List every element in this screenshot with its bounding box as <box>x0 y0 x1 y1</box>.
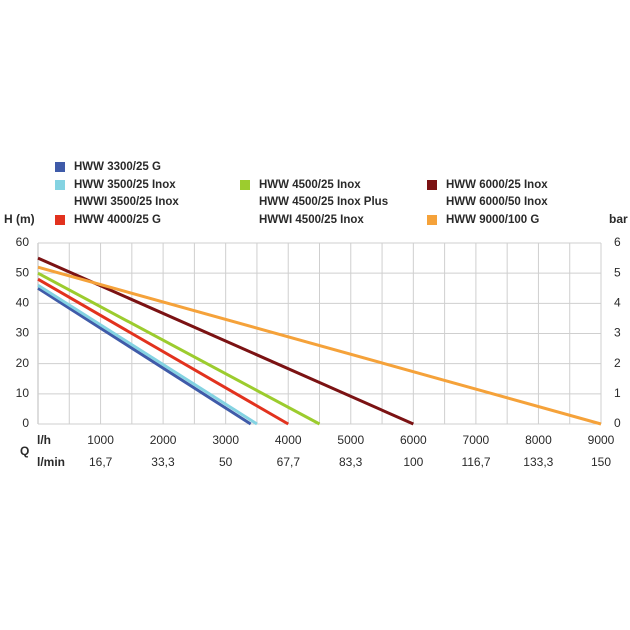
legend-marker <box>427 180 437 190</box>
x2-axis-label: l/min <box>37 455 65 469</box>
x2-tick-label: 67,7 <box>277 455 301 469</box>
legend-label: HWW 4500/25 Inox Plus <box>259 196 388 208</box>
y-axis-label: H (m) <box>4 212 35 226</box>
x-tick-label: 7000 <box>463 433 490 447</box>
legend-marker <box>427 215 437 225</box>
y-tick-label: 40 <box>16 296 30 310</box>
x2-tick-label: 116,7 <box>461 455 490 469</box>
x2-tick-label: 83,3 <box>339 455 363 469</box>
x2-tick-label: 150 <box>591 455 611 469</box>
x-tick-label: 2000 <box>150 433 177 447</box>
x2-tick-label: 133,3 <box>523 455 553 469</box>
series-line <box>37 286 252 426</box>
x-tick-label: 3000 <box>212 433 239 447</box>
y2-tick-label: 6 <box>614 235 621 249</box>
legend-label: HWW 4000/25 G <box>74 214 161 226</box>
legend-label: HWW 3300/25 G <box>74 161 161 173</box>
legend-label: HWWI 3500/25 Inox <box>74 196 179 208</box>
legend-marker <box>55 162 65 172</box>
legend-marker <box>240 180 250 190</box>
y-tick-label: 20 <box>16 356 30 370</box>
series <box>37 265 602 426</box>
y-tick-label: 60 <box>16 235 30 249</box>
x2-tick-label: 100 <box>403 455 423 469</box>
series <box>37 277 289 426</box>
series-line <box>37 271 321 426</box>
x2-tick-label: 50 <box>219 455 233 469</box>
legend-marker <box>55 180 65 190</box>
series-line <box>37 265 602 426</box>
y-tick-label: 0 <box>22 416 29 430</box>
legend-marker <box>55 215 65 225</box>
y-tick-label: 50 <box>16 265 30 279</box>
y2-axis-label: bar <box>609 212 628 226</box>
x-axis-label: l/h <box>37 433 51 447</box>
x-tick-label: 6000 <box>400 433 427 447</box>
y2-tick-label: 2 <box>614 356 621 370</box>
series-line <box>37 277 289 426</box>
x-tick-label: 9000 <box>588 433 615 447</box>
x-tick-label: 1000 <box>87 433 114 447</box>
legend-label: HWW 3500/25 Inox <box>74 179 176 191</box>
y2-tick-label: 0 <box>614 416 621 430</box>
x-tick-label: 4000 <box>275 433 302 447</box>
y-tick-label: 30 <box>16 326 30 340</box>
x2-tick-label: 33,3 <box>151 455 175 469</box>
legend-label: HWW 4500/25 Inox <box>259 179 361 191</box>
series-line <box>37 283 258 426</box>
series <box>37 283 258 426</box>
legend-label: HWW 9000/100 G <box>446 214 539 226</box>
q-label: Q <box>20 444 29 458</box>
x2-tick-label: 16,7 <box>89 455 113 469</box>
legend-label: HWWI 4500/25 Inox <box>259 214 364 226</box>
legend-label: HWW 6000/50 Inox <box>446 196 548 208</box>
x-tick-label: 8000 <box>525 433 552 447</box>
y2-tick-label: 1 <box>614 386 621 400</box>
x-tick-label: 5000 <box>337 433 364 447</box>
legend-label: HWW 6000/25 Inox <box>446 179 548 191</box>
y2-tick-label: 5 <box>614 265 621 279</box>
y-tick-label: 10 <box>16 386 30 400</box>
y2-tick-label: 3 <box>614 326 621 340</box>
y2-tick-label: 4 <box>614 296 621 310</box>
series <box>37 286 252 426</box>
series <box>37 271 321 426</box>
